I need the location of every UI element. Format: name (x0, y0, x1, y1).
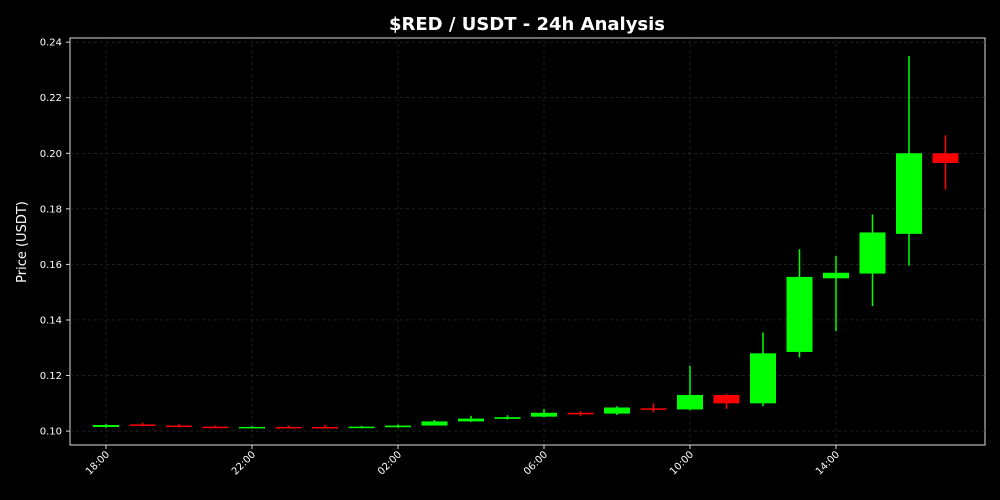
candle-body (458, 418, 484, 422)
chart-title: $RED / USDT - 24h Analysis (389, 14, 665, 35)
candle-body (129, 424, 156, 426)
y-tick-label: 0.12 (40, 371, 62, 382)
candle-body (896, 153, 922, 234)
y-tick-label: 0.24 (40, 38, 62, 49)
x-tick-label: 22:00 (230, 449, 258, 477)
x-tick-label: 10:00 (668, 449, 696, 477)
y-tick-label: 0.14 (40, 315, 62, 326)
candle-body (640, 408, 667, 410)
candle-body (713, 394, 740, 404)
candle-body (312, 426, 338, 429)
candle-body (494, 417, 521, 419)
candle-body (421, 421, 448, 426)
plot-frame (69, 37, 986, 446)
candle-body (677, 394, 703, 410)
x-tick-label: 14:00 (814, 449, 842, 477)
y-tick-label: 0.20 (40, 149, 62, 160)
y-tick-label: 0.18 (40, 204, 62, 215)
candle-body (239, 426, 265, 429)
candle-body (859, 232, 886, 274)
y-tick-label: 0.16 (40, 260, 62, 271)
candle-body (202, 426, 229, 429)
x-tick-label: 02:00 (376, 449, 404, 477)
y-axis-label: Price (USDT) (15, 201, 30, 283)
x-tick-label: 18:00 (84, 449, 112, 477)
x-tick-label: 06:00 (522, 449, 550, 477)
candle-body (93, 424, 119, 427)
candle-body (531, 412, 557, 417)
y-tick-label: 0.22 (40, 93, 62, 104)
y-tick-label: 0.10 (40, 427, 62, 438)
candle-body (750, 353, 776, 404)
candle-body (385, 425, 411, 428)
candle-body (166, 425, 192, 428)
candle-body (932, 153, 959, 164)
candle-body (786, 276, 813, 352)
candle-body (275, 426, 302, 429)
candle-body (604, 407, 630, 414)
candle-body (567, 412, 594, 415)
candle-body (348, 426, 375, 429)
candle-body (823, 272, 849, 279)
